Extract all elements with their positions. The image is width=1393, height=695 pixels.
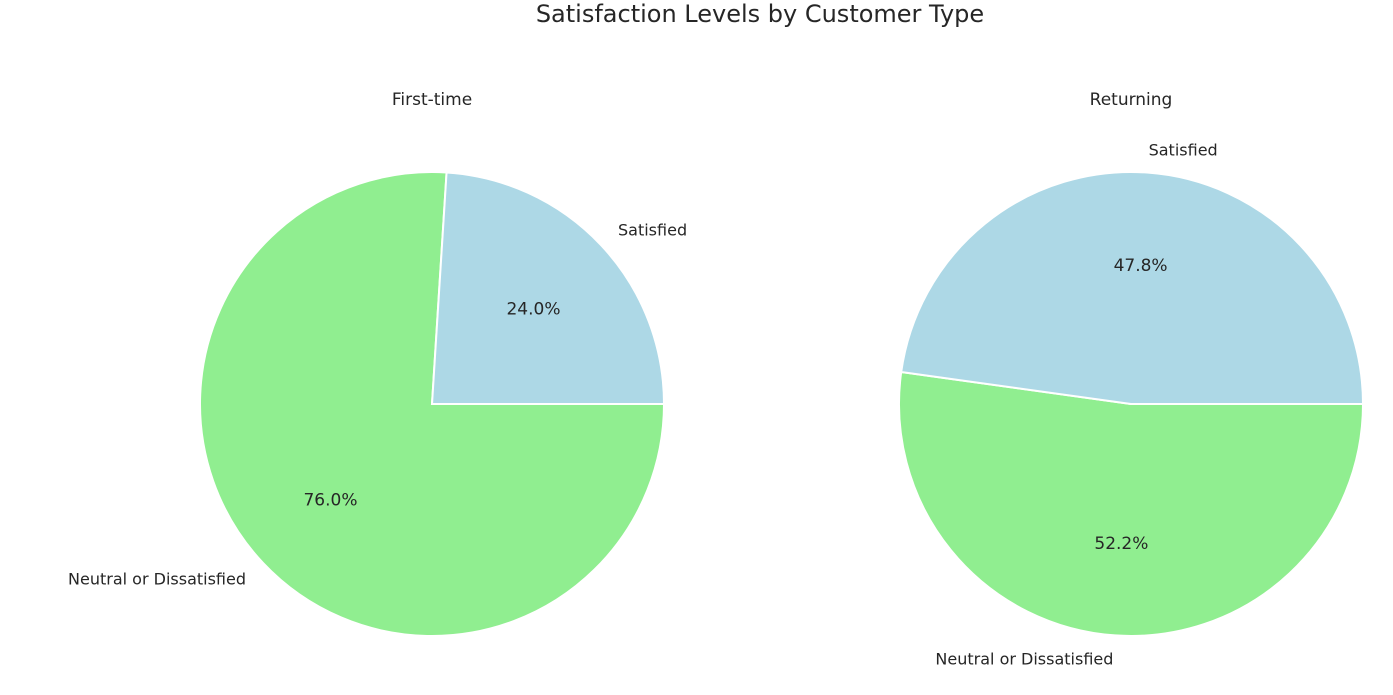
figure-title: Satisfaction Levels by Customer Type [536,0,984,28]
pie-category-label: Satisfied [1149,140,1218,159]
pie-category-label: Neutral or Dissatisfied [935,650,1113,669]
pie-slice-satisfied [430,171,666,405]
pie-category-label: Satisfied [618,220,687,239]
pie-category-label: Neutral or Dissatisfied [68,570,246,589]
pie-percent-label: 47.8% [1114,256,1168,276]
pie-slice-neutral-or-dissatisfied [898,370,1365,637]
pie-percent-label: 24.0% [506,300,560,320]
pie-percent-label: 52.2% [1094,534,1148,554]
pie-percent-label: 76.0% [303,490,357,510]
pie-slice-satisfied [900,170,1365,405]
pie-chart-first-time: First-time 76.0% Neutral or Dissatisfied 24… [68,90,687,638]
pie-title-first-time: First-time [392,90,472,110]
pie-chart-returning: Returning 52.2% Neutral or Dissatisfied 47.… [898,90,1365,669]
pie-title-returning: Returning [1090,90,1173,110]
